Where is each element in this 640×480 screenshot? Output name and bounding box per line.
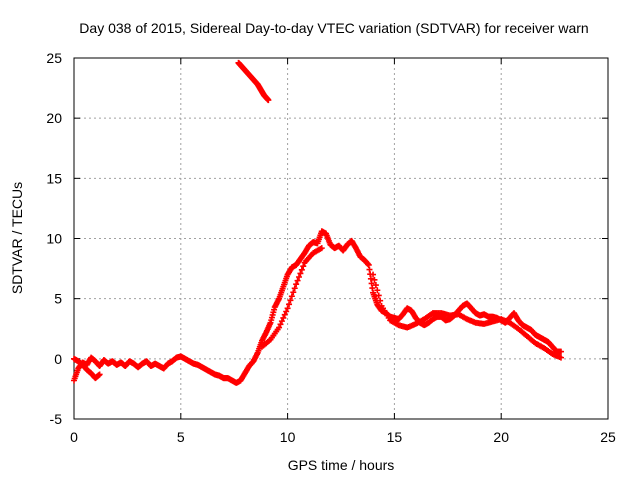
data-marks <box>71 59 565 386</box>
data-point <box>295 274 302 281</box>
data-point <box>287 297 294 304</box>
y-tick-label: 25 <box>46 50 62 66</box>
grid <box>74 58 608 419</box>
y-tick-label: 15 <box>46 170 62 186</box>
data-point <box>374 287 381 294</box>
data-point <box>277 321 284 328</box>
data-point <box>96 371 103 378</box>
data-point <box>293 281 300 288</box>
data-point <box>265 97 272 104</box>
x-tick-label: 0 <box>70 429 78 445</box>
data-point <box>318 245 325 252</box>
data-point <box>558 348 565 355</box>
data-point <box>297 270 304 277</box>
data-point <box>300 263 307 270</box>
data-point <box>294 277 301 284</box>
data-point <box>283 308 290 315</box>
data-point <box>284 305 291 312</box>
x-tick-label: 15 <box>387 429 403 445</box>
data-point <box>281 311 288 318</box>
data-point <box>298 266 305 273</box>
data-point <box>280 314 287 321</box>
series-lower-branch <box>71 245 565 382</box>
y-tick-label: 5 <box>54 291 62 307</box>
x-axis-label: GPS time / hours <box>288 457 395 473</box>
data-point <box>372 282 379 289</box>
data-point <box>370 271 377 278</box>
series-upper-segment <box>235 59 272 104</box>
x-tick-label: 10 <box>280 429 296 445</box>
y-tick-label: 10 <box>46 231 62 247</box>
data-point <box>286 301 293 308</box>
x-tick-label: 5 <box>177 429 185 445</box>
data-point <box>377 297 384 304</box>
y-tick-label: -5 <box>50 411 63 427</box>
y-tick-label: 0 <box>54 351 62 367</box>
x-tick-label: 20 <box>493 429 509 445</box>
y-tick-label: 20 <box>46 110 62 126</box>
x-tick-label: 25 <box>600 429 616 445</box>
data-point <box>288 293 295 300</box>
data-point <box>278 318 285 325</box>
y-ticks: -5 0 5 10 15 20 25 <box>46 50 608 427</box>
chart-title: Day 038 of 2015, Sidereal Day-to-day VTE… <box>79 20 588 36</box>
y-axis-label: SDTVAR / TECUs <box>9 182 25 294</box>
data-point <box>276 324 283 331</box>
data-point <box>375 292 382 299</box>
data-point <box>290 289 297 296</box>
x-ticks: 0 5 10 15 20 25 <box>70 58 616 445</box>
data-point <box>291 285 298 292</box>
data-point <box>371 276 378 283</box>
series-main <box>71 228 565 386</box>
data-point <box>558 354 565 361</box>
